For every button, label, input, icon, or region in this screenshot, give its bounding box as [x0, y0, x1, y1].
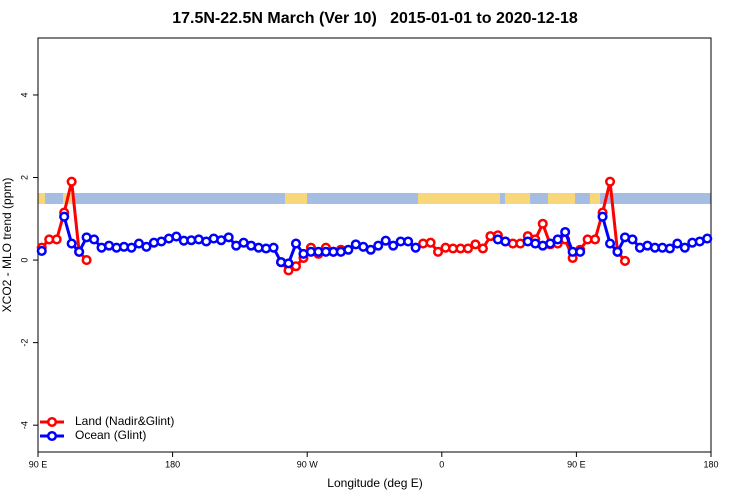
data-point	[365, 244, 376, 255]
data-point	[702, 233, 713, 244]
data-point	[619, 255, 631, 266]
data-point	[545, 238, 556, 249]
data-point	[74, 246, 85, 257]
data-point	[560, 226, 571, 238]
y-tick-label: 0	[19, 258, 29, 263]
data-point	[433, 246, 444, 257]
data-point	[66, 176, 77, 187]
data-point	[425, 237, 436, 248]
data-point	[290, 238, 302, 249]
data-point	[81, 255, 92, 266]
data-point	[283, 258, 294, 269]
data-point	[612, 246, 623, 257]
legend-marker	[46, 430, 58, 442]
data-point	[171, 231, 182, 242]
data-point	[627, 234, 638, 245]
data-point	[664, 243, 675, 254]
data-point	[223, 232, 234, 243]
data-point	[268, 242, 279, 253]
land-strip	[38, 193, 45, 204]
data-point	[552, 234, 563, 245]
data-point	[672, 238, 683, 249]
data-point	[89, 234, 100, 245]
land-strip	[285, 193, 307, 204]
data-point	[470, 239, 481, 250]
data-point	[380, 235, 391, 246]
data-point	[141, 241, 152, 252]
data-point	[126, 242, 137, 253]
data-point	[597, 211, 608, 222]
data-point	[388, 240, 399, 251]
data-point	[590, 234, 601, 245]
data-point	[36, 245, 47, 257]
data-point	[51, 234, 62, 245]
y-tick-label: 2	[19, 175, 29, 180]
y-tick-label: 4	[19, 92, 29, 97]
x-tick-label: 180	[703, 459, 718, 469]
y-axis-label: XCO2 - MLO trend (ppm)	[0, 178, 14, 313]
land-strip	[590, 193, 600, 204]
data-point	[410, 242, 421, 253]
data-point	[537, 218, 548, 229]
data-point	[343, 244, 354, 255]
x-tick-label: 0	[439, 459, 444, 469]
x-tick-label: 180	[165, 459, 180, 469]
x-axis-label: Longitude (deg E)	[327, 476, 422, 490]
y-tick-label: -2	[19, 339, 29, 347]
x-tick-label: 90 E	[567, 459, 586, 469]
legend-label: Land (Nadir&Glint)	[75, 414, 174, 428]
x-tick-label: 90 E	[29, 459, 48, 469]
data-point	[605, 238, 616, 249]
data-point	[66, 238, 77, 249]
data-point	[59, 211, 70, 222]
legend-label: Ocean (Glint)	[75, 428, 146, 442]
data-point	[373, 240, 384, 251]
x-tick-label: 90 W	[297, 459, 319, 469]
y-tick-label: -4	[19, 421, 29, 429]
land-strip	[418, 193, 500, 204]
data-point	[477, 243, 488, 254]
data-point	[605, 176, 616, 187]
data-point	[500, 236, 511, 247]
data-point	[679, 242, 690, 253]
land-strip	[505, 193, 530, 204]
data-point	[462, 243, 474, 254]
ocean-strip	[38, 193, 711, 204]
chart-title: 17.5N-22.5N March (Ver 10) 2015-01-01 to…	[172, 10, 578, 27]
data-point	[403, 236, 414, 247]
legend-marker	[46, 416, 58, 428]
data-point	[575, 246, 586, 257]
land-strip	[548, 193, 575, 204]
